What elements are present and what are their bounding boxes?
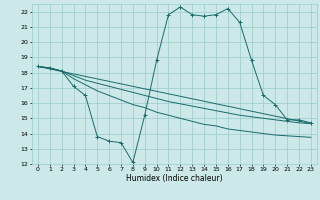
X-axis label: Humidex (Indice chaleur): Humidex (Indice chaleur): [126, 174, 223, 183]
